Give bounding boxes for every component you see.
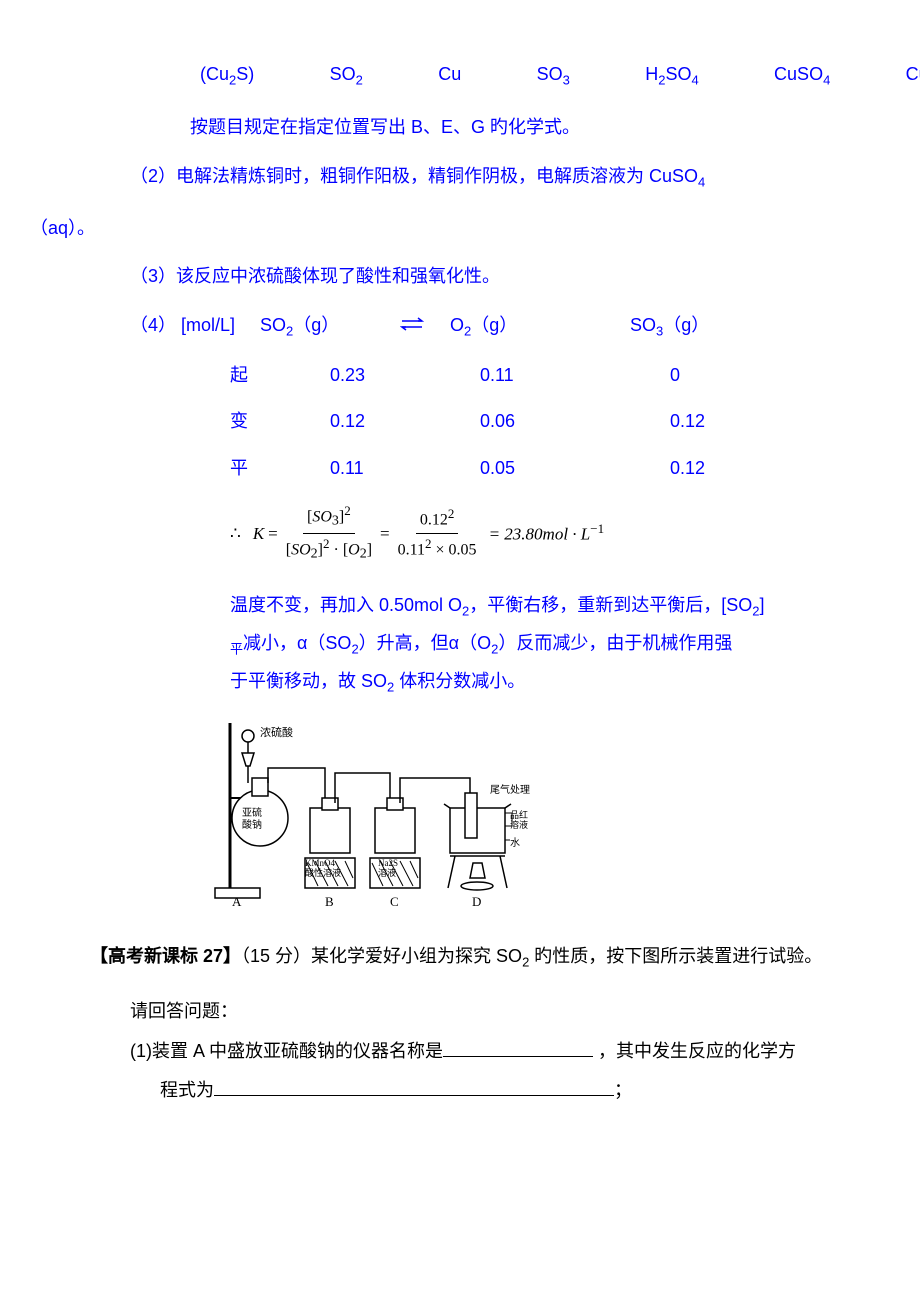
compound: SO2 bbox=[330, 60, 363, 91]
col-header: SO3（g） bbox=[630, 311, 800, 342]
cell: 0.11 bbox=[480, 361, 670, 390]
compound: Cu2O bbox=[906, 60, 920, 91]
q1-after: ，其中发生反应的化学方 bbox=[598, 1041, 796, 1061]
col-header: O2（g） bbox=[440, 311, 630, 342]
svg-text:酸性溶液: 酸性溶液 bbox=[305, 867, 341, 878]
svg-text:B: B bbox=[325, 894, 334, 908]
svg-text:酸钠: 酸钠 bbox=[242, 818, 262, 831]
item-2: （2）电解法精炼铜时，粗铜作阳极，精铜作阴极，电解质溶液为 CuSO4 bbox=[130, 162, 870, 193]
formula-result: = 23.80mol · L−1 bbox=[489, 519, 605, 548]
table-row: 平 0.11 0.05 0.12 bbox=[230, 454, 870, 483]
numerator: 0.122 bbox=[416, 504, 459, 534]
row-label: 平 bbox=[230, 454, 330, 483]
svg-text:品红: 品红 bbox=[510, 809, 528, 820]
q1-text: (1)装置 A 中盛放亚硫酸钠的仪器名称是 bbox=[130, 1041, 443, 1061]
question-heading-text: （15 分）某化学爱好小组为探究 SO2 旳性质，按下图所示装置进行试验。 bbox=[241, 946, 822, 966]
cell: 0.23 bbox=[330, 361, 480, 390]
cell: 0.05 bbox=[480, 454, 670, 483]
cell: 0.11 bbox=[330, 454, 480, 483]
cell: 0 bbox=[670, 361, 840, 390]
compound: CuSO4 bbox=[774, 60, 830, 91]
col-header: SO2（g） bbox=[260, 311, 400, 342]
apparatus-diagram: 浓硫酸 亚硫 酸钠 KMnO4 酸性溶液 Na2S 溶液 bbox=[210, 718, 870, 917]
item-2-cont: （aq）。 bbox=[30, 214, 870, 243]
compound: (Cu2S) bbox=[200, 60, 254, 91]
blank-field[interactable] bbox=[214, 1095, 614, 1096]
table-header-row: （4） [mol/L] SO2（g） O2（g） SO3（g） bbox=[130, 311, 870, 342]
cell: 0.12 bbox=[670, 407, 840, 436]
svg-text:水: 水 bbox=[510, 837, 520, 849]
blank-field[interactable] bbox=[443, 1056, 593, 1057]
table-row: 变 0.12 0.06 0.12 bbox=[230, 407, 870, 436]
denominator: [SO2]2 · [O2] bbox=[282, 534, 376, 566]
cell: 0.12 bbox=[670, 454, 840, 483]
item-3: （3）该反应中浓硫酸体现了酸性和强氧化性。 bbox=[130, 262, 870, 291]
formula-prefix: ∴ bbox=[230, 520, 241, 547]
formula-eq: = bbox=[268, 520, 278, 547]
please-answer: 请回答问题： bbox=[130, 992, 870, 1032]
svg-text:亚硫: 亚硫 bbox=[242, 806, 262, 819]
fraction-2: 0.122 0.112 × 0.05 bbox=[394, 504, 481, 563]
table-row: 起 0.23 0.11 0 bbox=[230, 361, 870, 390]
svg-text:C: C bbox=[390, 894, 399, 908]
svg-text:KMnO4: KMnO4 bbox=[305, 858, 336, 868]
svg-text:溶液: 溶液 bbox=[378, 867, 396, 878]
svg-text:溶液: 溶液 bbox=[510, 819, 528, 830]
explanation-paragraph: 温度不变，再加入 0.50mol O2，平衡右移，重新到达平衡后，[SO2] 平… bbox=[230, 587, 870, 700]
question-1-line2: 程式为 ； bbox=[160, 1071, 870, 1111]
funnel-label: 浓硫酸 bbox=[260, 725, 293, 739]
compounds-row: (Cu2S) SO2 Cu SO3 H2SO4 CuSO4 Cu2O bbox=[200, 60, 920, 91]
k-formula: ∴ K = [SO3]2 [SO2]2 · [O2] = 0.122 0.112… bbox=[230, 501, 870, 565]
numerator: [SO3]2 bbox=[303, 501, 355, 534]
fraction-1: [SO3]2 [SO2]2 · [O2] bbox=[282, 501, 376, 565]
row-label: 起 bbox=[230, 361, 330, 390]
formula-eq: = bbox=[380, 520, 390, 547]
svg-text:Na2S: Na2S bbox=[378, 858, 398, 868]
compound: Cu bbox=[438, 60, 461, 91]
formula-k: K bbox=[253, 520, 264, 547]
compound: SO3 bbox=[537, 60, 570, 91]
question-1: (1)装置 A 中盛放亚硫酸钠的仪器名称是 ，其中发生反应的化学方 bbox=[130, 1032, 870, 1072]
svg-text:A: A bbox=[232, 894, 242, 908]
compound: H2SO4 bbox=[645, 60, 698, 91]
question-heading: 【高考新课标 27】（15 分）某化学爱好小组为探究 SO2 旳性质，按下图所示… bbox=[90, 937, 870, 977]
denominator: 0.112 × 0.05 bbox=[394, 534, 481, 563]
instruction-line: 按题目规定在指定位置写出 B、E、G 旳化学式。 bbox=[190, 113, 870, 142]
item-4-label: （4） [mol/L] bbox=[130, 311, 260, 342]
cell: 0.06 bbox=[480, 407, 670, 436]
svg-text:D: D bbox=[472, 894, 481, 908]
svg-text:尾气处理: 尾气处理 bbox=[490, 783, 530, 796]
row-label: 变 bbox=[230, 407, 330, 436]
cell: 0.12 bbox=[330, 407, 480, 436]
conc-table: （4） [mol/L] SO2（g） O2（g） SO3（g） 起 0.23 0… bbox=[230, 311, 870, 483]
question-tag: 【高考新课标 27】 bbox=[90, 946, 241, 966]
equilibrium-icon bbox=[400, 311, 440, 342]
q1-line2-prefix: 程式为 bbox=[160, 1080, 214, 1100]
question-block: 【高考新课标 27】（15 分）某化学爱好小组为探究 SO2 旳性质，按下图所示… bbox=[90, 937, 870, 1111]
q1-line2-suffix: ； bbox=[614, 1080, 632, 1100]
